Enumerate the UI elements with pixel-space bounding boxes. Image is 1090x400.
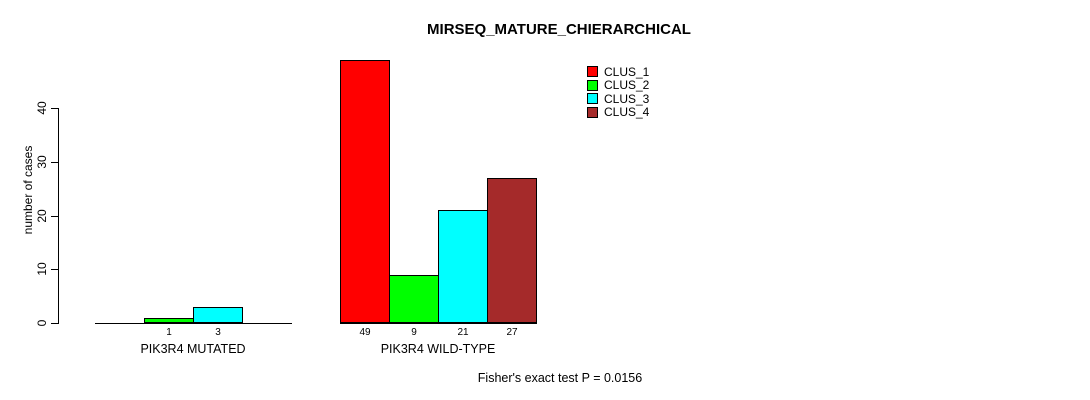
bar-clus_3 xyxy=(438,210,488,323)
y-axis-line xyxy=(58,108,59,324)
bar-clus_3 xyxy=(193,307,243,323)
y-axis-tick-label: 40 xyxy=(35,101,49,115)
legend: CLUS_1 CLUS_2 CLUS_3 CLUS_4 xyxy=(587,65,649,119)
x-group-label: PIK3R4 WILD-TYPE xyxy=(380,342,496,356)
bar-clus_2 xyxy=(144,318,194,323)
x-axis-line xyxy=(340,323,537,324)
y-axis-label: number of cases xyxy=(21,145,35,235)
x-group-label: PIK3R4 MUTATED xyxy=(140,342,246,356)
y-axis-tick xyxy=(51,216,58,217)
legend-label: CLUS_1 xyxy=(604,64,650,79)
bar-value-label: 21 xyxy=(457,327,469,338)
bar-value-label: 27 xyxy=(506,327,518,338)
bar-clus_4 xyxy=(487,178,537,323)
y-axis-tick xyxy=(51,323,58,324)
legend-swatch-clus_1 xyxy=(587,66,598,78)
y-axis-tick xyxy=(51,269,58,270)
y-axis-tick xyxy=(51,108,58,109)
legend-item: CLUS_2 xyxy=(587,78,650,93)
legend-label: CLUS_2 xyxy=(604,78,650,93)
x-axis-line xyxy=(95,323,292,324)
bar-value-label: 3 xyxy=(215,327,221,338)
legend-item: CLUS_4 xyxy=(587,105,650,120)
legend-label: CLUS_3 xyxy=(604,91,650,106)
chart-title: MIRSEQ_MATURE_CHIERARCHICAL xyxy=(427,21,691,38)
legend-item: CLUS_3 xyxy=(587,92,649,106)
bar-value-label: 1 xyxy=(166,327,172,338)
legend-swatch-clus_4 xyxy=(587,106,598,118)
bar-clus_2 xyxy=(389,275,439,323)
y-axis-tick-label: 30 xyxy=(35,155,49,169)
legend-item: CLUS_1 xyxy=(587,65,649,79)
legend-label: CLUS_4 xyxy=(604,105,650,120)
bar-value-label: 49 xyxy=(359,327,371,338)
y-axis-tick-label: 10 xyxy=(35,262,49,276)
legend-swatch-clus_3 xyxy=(587,93,598,105)
y-axis-tick xyxy=(51,162,58,163)
y-axis-tick-label: 20 xyxy=(35,209,49,223)
bar-value-label: 9 xyxy=(411,327,417,338)
fisher-test-annotation: Fisher's exact test P = 0.0156 xyxy=(477,371,643,385)
bar-clus_1 xyxy=(340,60,390,323)
legend-swatch-clus_2 xyxy=(587,79,598,91)
y-axis-tick-label: 0 xyxy=(35,319,49,327)
